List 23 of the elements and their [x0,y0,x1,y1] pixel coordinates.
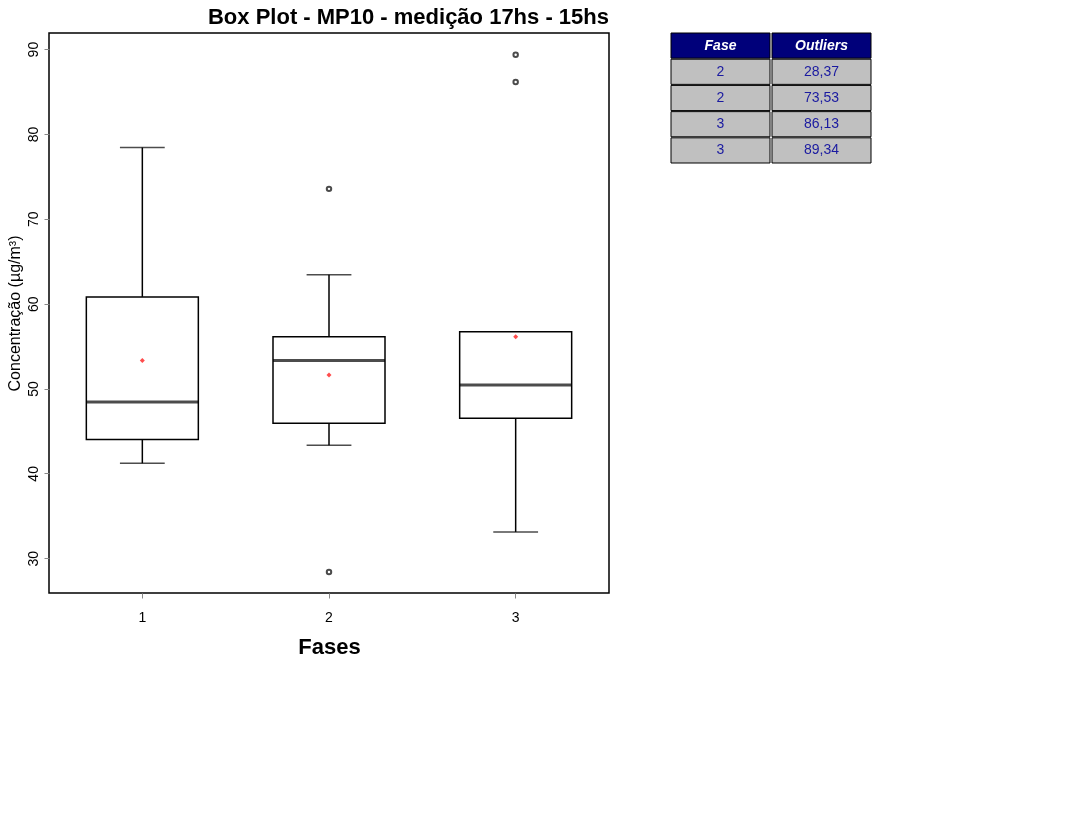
chart-title: Box Plot - MP10 - medição 17hs - 15hs [207,4,609,29]
x-tick-label: 1 [138,608,147,625]
text: 2 [716,89,725,105]
text: 73,53 [803,89,840,105]
y-tick-label: 80 [24,126,41,143]
y-tick-label: 40 [24,465,41,482]
x-axis-title: Fases [298,633,361,659]
x-tick-label: 2 [325,608,334,625]
y-tick-label: 60 [24,296,41,312]
text: Outliers [795,36,849,53]
x-tick-label: 3 [511,608,520,625]
y-tick-label: 70 [24,211,41,228]
y-tick-label: 50 [24,381,41,397]
text: 3 [716,115,725,132]
y-tick-label: 90 [24,41,41,58]
text: 3 [716,141,725,158]
text: Fase [704,36,737,53]
text: 86,13 [803,115,840,132]
text: 28,37 [803,62,840,79]
y-axis-title: Concentração (µg/m³) [5,235,23,392]
text: 2 [716,62,725,79]
y-tick-label: 30 [24,550,41,567]
text: 89,34 [803,141,840,158]
